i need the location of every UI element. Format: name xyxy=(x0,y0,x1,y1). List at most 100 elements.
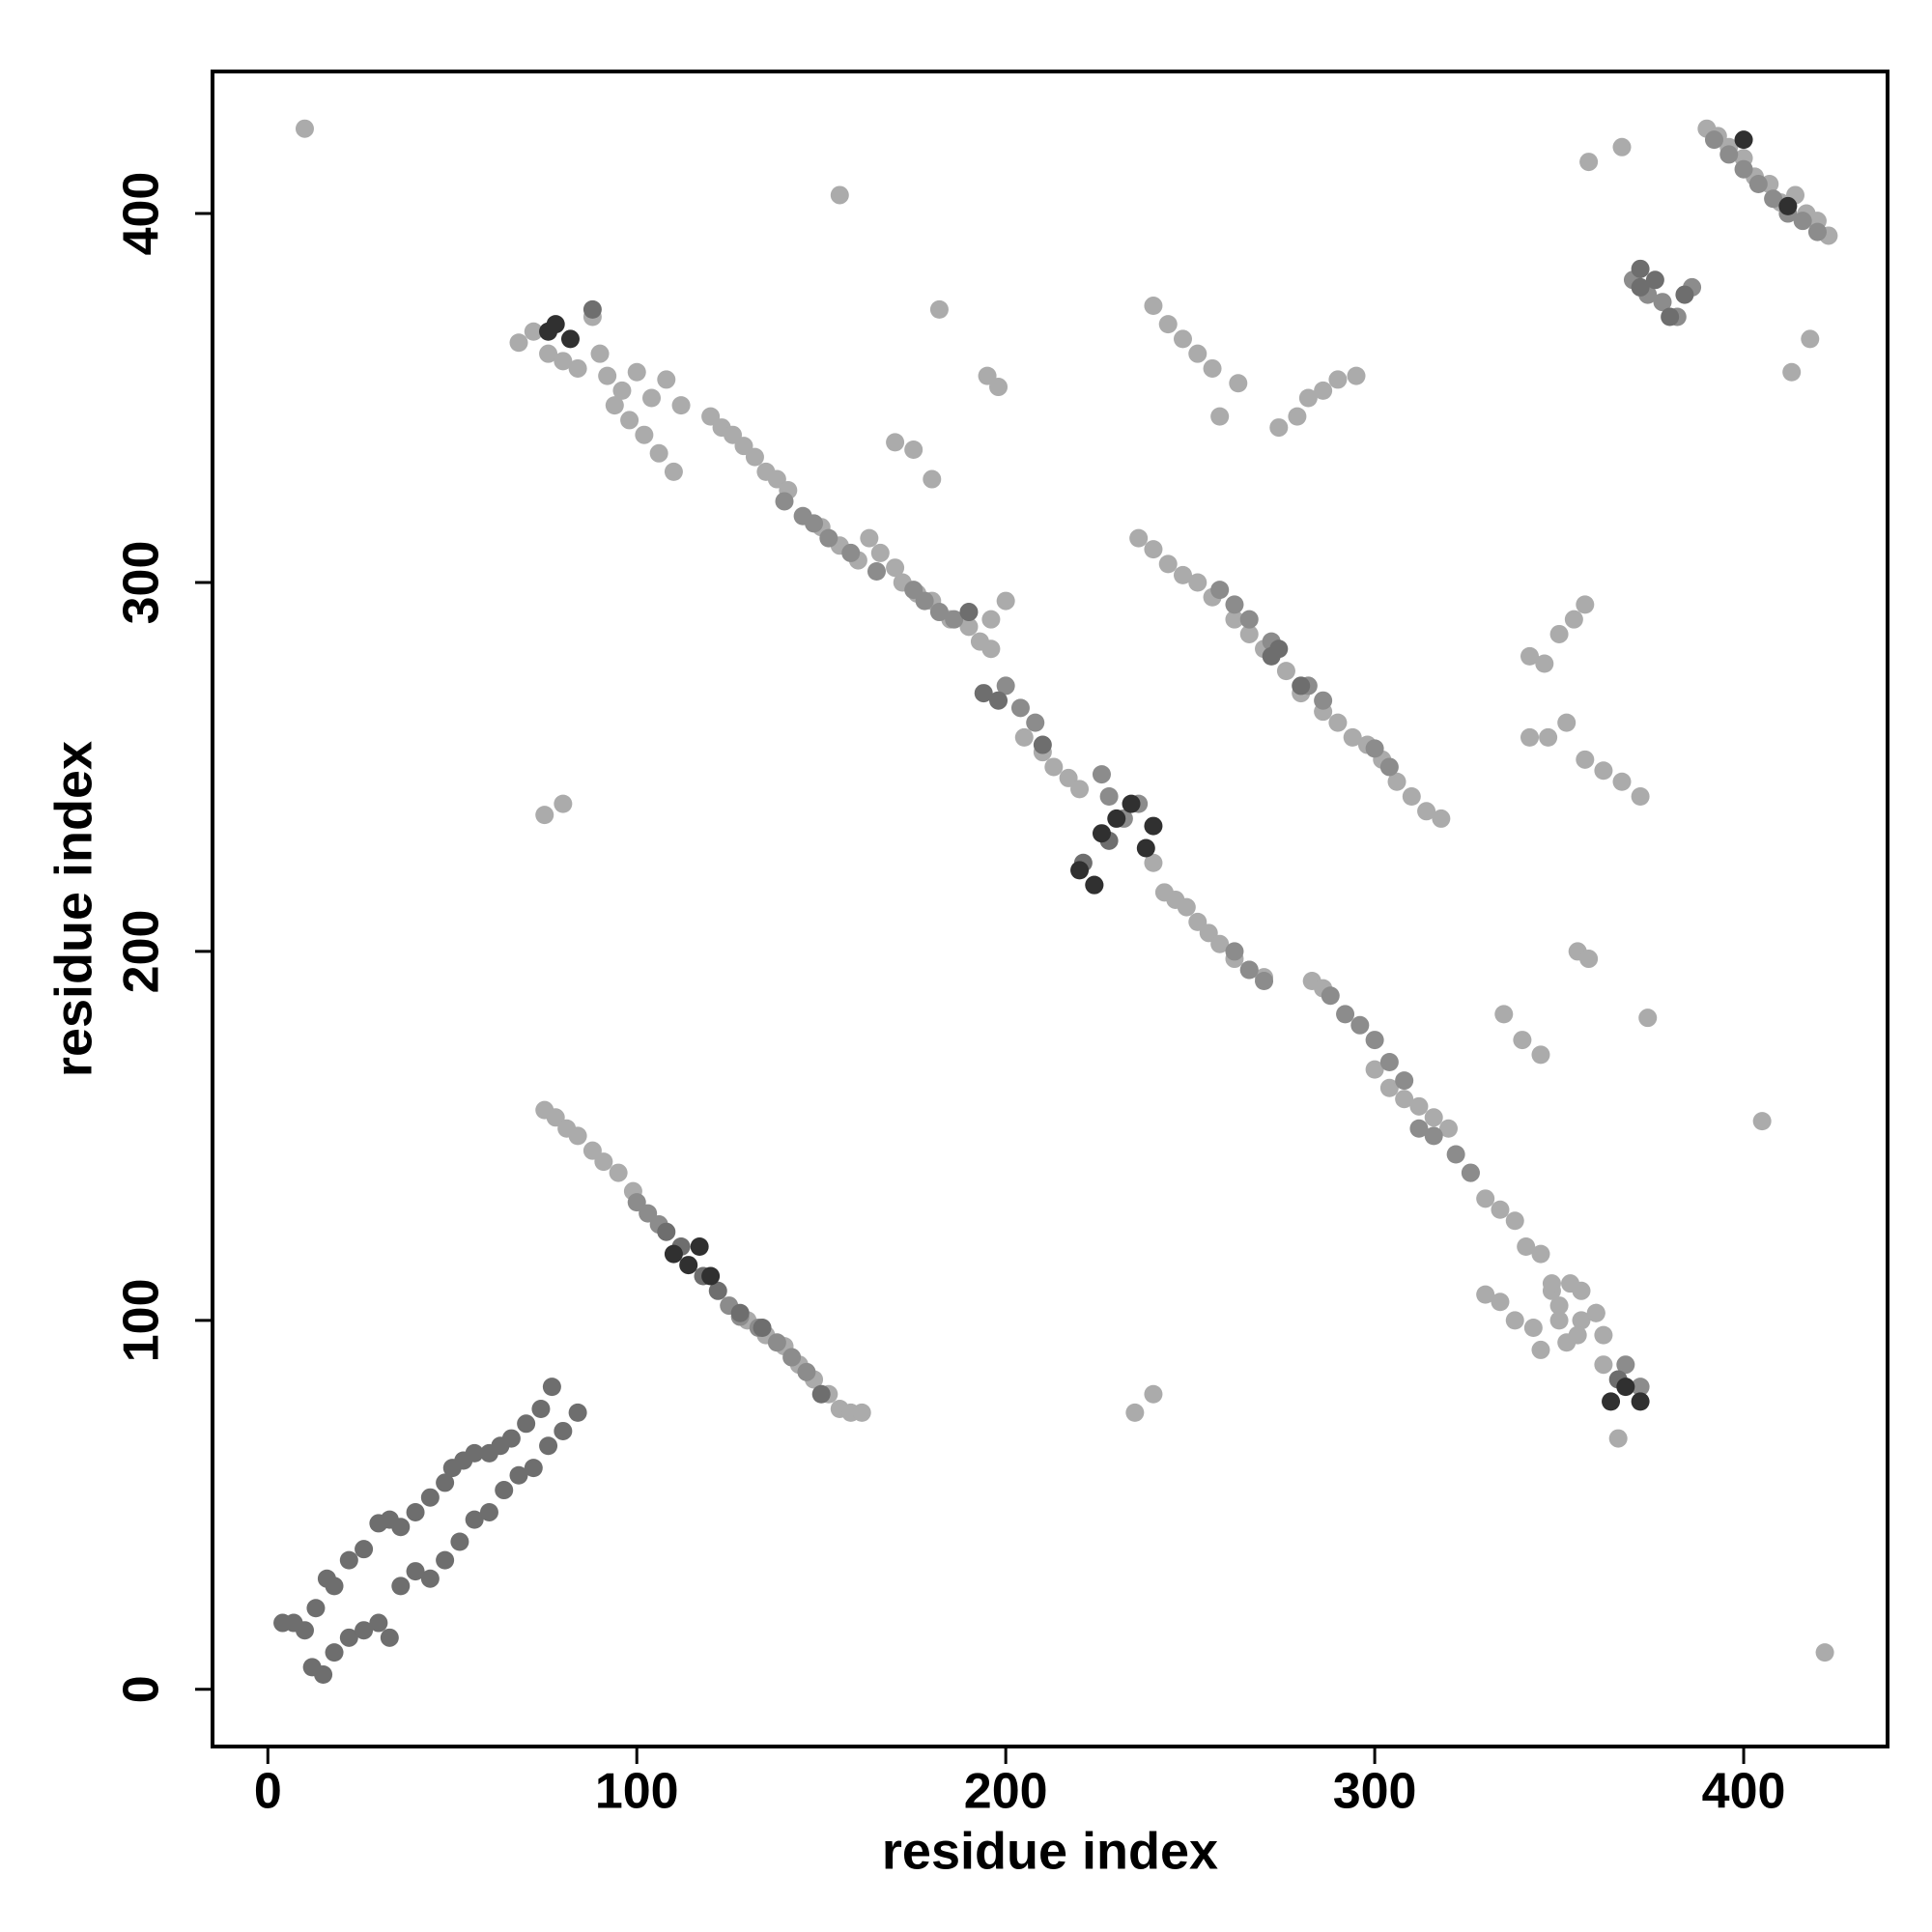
point xyxy=(524,322,543,341)
point xyxy=(1438,1119,1458,1138)
point xyxy=(295,1621,314,1640)
y-tick-label: 200 xyxy=(114,910,170,994)
point xyxy=(1801,329,1820,349)
point xyxy=(554,352,573,371)
point xyxy=(1549,1311,1569,1330)
point xyxy=(539,344,558,363)
point xyxy=(1807,222,1827,242)
point xyxy=(568,1126,587,1146)
point xyxy=(1505,1311,1524,1330)
point xyxy=(923,469,942,489)
x-tick-label: 200 xyxy=(964,1764,1048,1820)
point xyxy=(1476,1285,1495,1304)
point xyxy=(767,1333,786,1352)
point xyxy=(1535,654,1554,673)
point xyxy=(598,366,617,385)
point xyxy=(904,440,923,459)
point xyxy=(745,447,764,467)
point xyxy=(380,1628,399,1647)
point xyxy=(1557,713,1577,732)
point xyxy=(1675,285,1694,304)
point xyxy=(339,1628,358,1647)
point xyxy=(325,1577,344,1596)
point xyxy=(1144,853,1163,872)
point xyxy=(989,378,1009,397)
point xyxy=(1239,624,1259,643)
x-tick-label: 400 xyxy=(1702,1764,1786,1820)
point xyxy=(369,1613,388,1633)
point xyxy=(605,396,624,415)
point xyxy=(1579,153,1599,172)
point xyxy=(612,381,632,400)
point xyxy=(1365,739,1384,758)
point xyxy=(1631,1378,1650,1397)
plot-frame xyxy=(211,70,1889,1748)
point xyxy=(1719,145,1739,164)
point xyxy=(1188,344,1208,363)
point xyxy=(554,794,573,813)
point xyxy=(1107,809,1126,828)
point xyxy=(1173,329,1192,349)
point xyxy=(870,543,890,562)
point xyxy=(1752,1112,1772,1131)
point xyxy=(594,1152,613,1172)
point xyxy=(509,1465,528,1485)
point xyxy=(465,1510,484,1529)
point xyxy=(1564,610,1583,629)
point xyxy=(1203,358,1222,378)
point xyxy=(1144,1384,1163,1404)
x-tick-label: 300 xyxy=(1333,1764,1417,1820)
point xyxy=(1387,772,1406,791)
point xyxy=(1608,1429,1628,1448)
point xyxy=(1210,407,1230,426)
point xyxy=(406,1502,425,1521)
point xyxy=(1298,388,1318,408)
point xyxy=(495,1481,514,1500)
point xyxy=(1446,1145,1465,1164)
point xyxy=(981,610,1001,629)
point xyxy=(1661,307,1680,327)
point xyxy=(420,1488,440,1507)
point xyxy=(1549,1296,1569,1316)
point xyxy=(996,676,1015,696)
point xyxy=(539,1436,558,1456)
point xyxy=(531,1400,551,1419)
point xyxy=(450,1532,469,1551)
point xyxy=(1653,293,1672,312)
point xyxy=(1645,270,1664,290)
point xyxy=(1409,1096,1429,1116)
x-tick-label: 100 xyxy=(595,1764,679,1820)
point xyxy=(1225,595,1244,614)
point xyxy=(1594,1355,1613,1375)
point xyxy=(1188,573,1208,592)
point xyxy=(1704,130,1723,150)
point xyxy=(805,514,824,533)
point xyxy=(1225,610,1244,629)
point xyxy=(1144,816,1163,836)
point xyxy=(1631,1392,1650,1411)
point xyxy=(730,1303,750,1322)
point xyxy=(1239,610,1259,629)
point xyxy=(664,1244,683,1264)
point xyxy=(406,1562,425,1581)
point xyxy=(1616,1355,1635,1375)
point xyxy=(1494,1005,1514,1024)
point xyxy=(539,322,558,341)
point xyxy=(797,1362,816,1381)
point xyxy=(1225,942,1244,961)
point xyxy=(542,1378,561,1397)
point xyxy=(1269,418,1289,438)
point xyxy=(391,1518,411,1537)
point xyxy=(1572,1281,1591,1300)
point xyxy=(1158,315,1178,334)
point xyxy=(1365,1060,1384,1079)
point xyxy=(1432,809,1451,828)
point xyxy=(664,462,683,481)
point xyxy=(1523,1319,1543,1337)
y-tick-label: 300 xyxy=(114,541,170,625)
point xyxy=(420,1569,440,1588)
point xyxy=(1549,624,1569,643)
point xyxy=(1010,698,1030,718)
point xyxy=(945,610,964,629)
